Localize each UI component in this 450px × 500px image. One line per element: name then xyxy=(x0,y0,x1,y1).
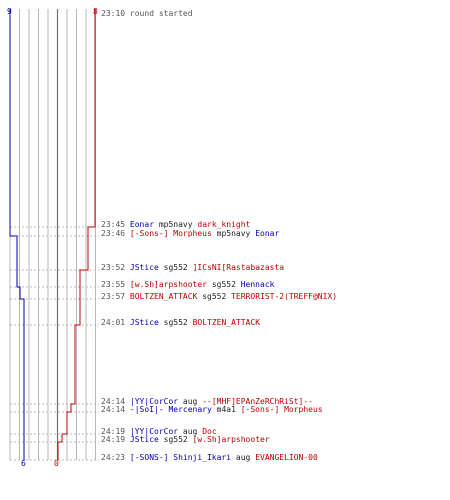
event-row: 24:14 |YY|CorCor aug --[MHF]EPAnZeRChRiS… xyxy=(101,397,313,406)
event-killer: JStice xyxy=(129,435,159,444)
event-killer: Eonar xyxy=(129,220,155,229)
event-row: 24:19 |YY|CorCor aug Doc xyxy=(101,427,217,436)
event-killer: JStice xyxy=(129,263,159,272)
event-victim: [-Sons-] Morpheus xyxy=(240,405,323,414)
event-row: 23:55 [w.Sh]arpshooter sg552 Hennack xyxy=(101,280,274,289)
event-victim: Hennack xyxy=(240,280,275,289)
red-end-count: 0 xyxy=(54,459,59,468)
event-killer: [-SONS-] Shinji_Ikari xyxy=(129,453,232,462)
event-row: 23:10 round started xyxy=(101,9,193,18)
event-victim: EVANGELION-00 xyxy=(255,453,318,462)
event-weapon: aug xyxy=(182,427,198,436)
event-time: 24:19 xyxy=(101,427,126,436)
blue-end-count: 6 xyxy=(21,459,26,468)
event-weapon: mp5navy xyxy=(158,220,193,229)
event-weapon: sg552 xyxy=(202,292,227,301)
event-victim: dark_knight xyxy=(197,220,251,229)
event-time: 24:01 xyxy=(101,318,126,327)
event-row: 24:01 JStice sg552 BOLTZEN_ATTACK xyxy=(101,318,260,327)
event-killer: -|SoI|- Mercenary xyxy=(129,405,212,414)
event-victim: ]ICsNI[Rastabazasta xyxy=(192,263,285,272)
event-weapon: sg552 xyxy=(163,263,188,272)
event-dashes xyxy=(10,226,99,461)
event-weapon: m4a1 xyxy=(216,405,236,414)
event-time: 23:55 xyxy=(101,280,126,289)
event-killer: |YY|CorCor xyxy=(129,427,179,436)
event-weapon: mp5navy xyxy=(216,229,251,238)
event-row: 24:23 [-SONS-] Shinji_Ikari aug EVANGELI… xyxy=(101,453,318,462)
event-time: 24:14 xyxy=(101,397,126,406)
event-victim: BOLTZEN_ATTACK xyxy=(192,318,261,327)
event-killer: JStice xyxy=(129,318,159,327)
event-weapon: sg552 xyxy=(163,435,188,444)
event-time: 23:46 xyxy=(101,229,126,238)
event-victim: [w.Sh]arpshooter xyxy=(192,435,270,444)
event-row: 23:46 [-Sons-] Morpheus mp5navy Eonar xyxy=(101,229,279,238)
event-time: 24:14 xyxy=(101,405,126,414)
event-weapon: aug xyxy=(235,453,251,462)
event-killer: BOLTZEN_ATTACK xyxy=(129,292,198,301)
blue-start-count: 9 xyxy=(7,7,12,16)
event-row: 23:57 BOLTZEN_ATTACK sg552 TERRORIST-2(T… xyxy=(101,292,337,301)
event-killer: |YY|CorCor xyxy=(129,397,179,406)
event-time: 24:23 xyxy=(101,453,126,462)
event-victim: Doc xyxy=(202,427,217,436)
event-time: 23:57 xyxy=(101,292,126,301)
event-row: 23:52 JStice sg552 ]ICsNI[Rastabazasta xyxy=(101,263,284,272)
red-team-count-line xyxy=(57,9,96,460)
event-time: 23:10 xyxy=(101,9,126,18)
event-weapon: sg552 xyxy=(211,280,236,289)
grid-lines xyxy=(9,9,96,460)
blue-team-count-line xyxy=(9,9,25,460)
event-text: round started xyxy=(129,9,193,18)
event-weapon: aug xyxy=(182,397,198,406)
event-time: 23:52 xyxy=(101,263,126,272)
event-time: 23:45 xyxy=(101,220,126,229)
event-killer: [w.Sh]arpshooter xyxy=(129,280,207,289)
event-row: 23:45 Eonar mp5navy dark_knight xyxy=(101,220,250,229)
event-victim: TERRORIST-2(TREFF@NIX) xyxy=(231,292,338,301)
event-victim: --[MHF]EPAnZeRChRiSt]-- xyxy=(202,397,313,406)
event-time: 24:19 xyxy=(101,435,126,444)
event-weapon: sg552 xyxy=(163,318,188,327)
event-row: 24:19 JStice sg552 [w.Sh]arpshooter xyxy=(101,435,270,444)
event-victim: Eonar xyxy=(255,229,280,238)
red-start-count: 8 xyxy=(93,7,98,16)
event-killer: [-Sons-] Morpheus xyxy=(129,229,212,238)
event-row: 24:14 -|SoI|- Mercenary m4a1 [-Sons-] Mo… xyxy=(101,405,323,414)
